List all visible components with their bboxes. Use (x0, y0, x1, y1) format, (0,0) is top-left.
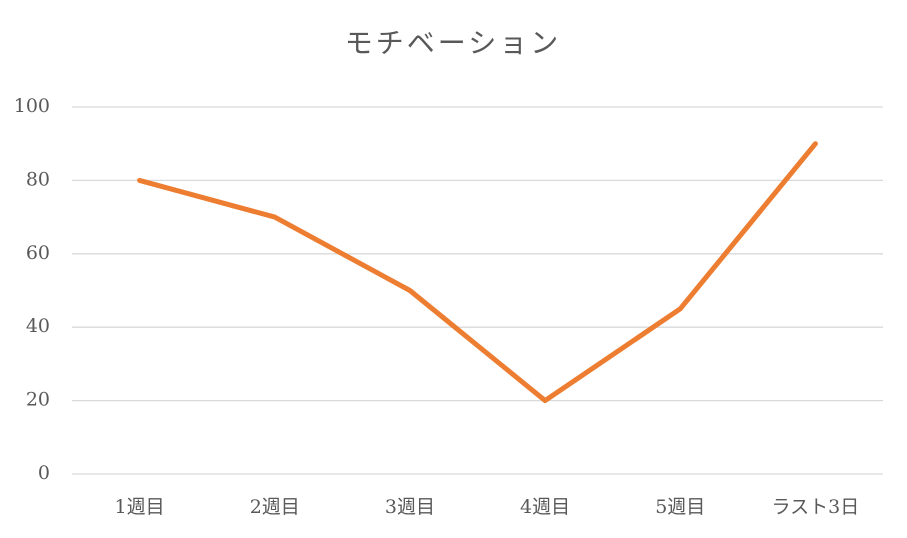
y-tick-label: 60 (26, 242, 50, 264)
x-tick-label: 5週目 (655, 496, 705, 518)
y-tick-label: 0 (38, 462, 50, 484)
x-tick-label: 2週目 (250, 496, 300, 518)
y-tick-label: 100 (14, 95, 50, 117)
x-tick-label: ラスト3日 (772, 496, 860, 518)
y-tick-label: 80 (26, 168, 50, 190)
x-tick-label: 1週目 (115, 496, 165, 518)
x-tick-label: 4週目 (520, 496, 570, 518)
y-tick-label: 20 (26, 389, 50, 411)
chart-title: モチベーション (345, 27, 561, 60)
x-tick-label: 3週目 (385, 496, 435, 518)
y-tick-label: 40 (26, 315, 50, 337)
data-line (137, 141, 818, 404)
